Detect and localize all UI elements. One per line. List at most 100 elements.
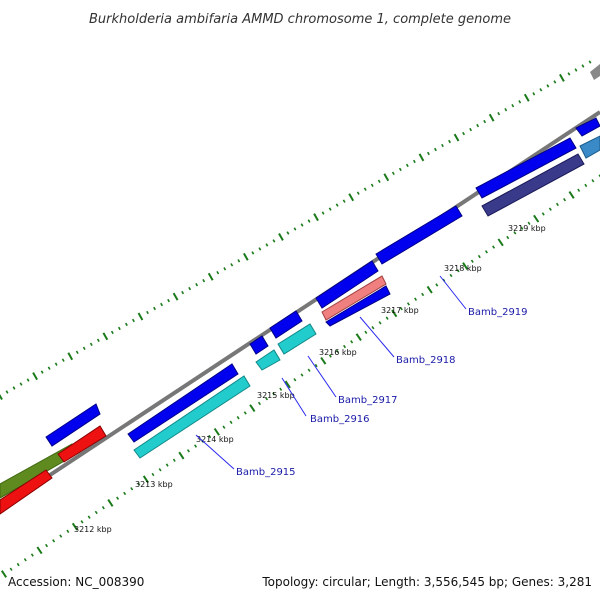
minor-tick (527, 221, 531, 226)
major-tick (249, 404, 256, 413)
minor-tick (391, 171, 395, 175)
minor-tick (123, 491, 127, 496)
minor-tick (370, 183, 374, 187)
major-tick (523, 93, 530, 102)
major-tick (426, 285, 433, 294)
gene-label-bamb-2916[interactable]: Bamb_2916 (310, 414, 370, 425)
minor-tick (160, 302, 163, 307)
minor-tick (546, 84, 550, 88)
gene-feature-cyan[interactable] (255, 349, 281, 371)
gene-label-leaders (195, 275, 467, 470)
minor-tick (94, 510, 98, 515)
major-tick (207, 272, 214, 281)
minor-tick (470, 259, 474, 263)
major-tick (172, 292, 179, 301)
gene-feature-blue[interactable] (375, 205, 463, 265)
leader-line (359, 316, 395, 358)
minor-tick (588, 60, 592, 64)
minor-tick (117, 326, 121, 331)
minor-tick (158, 468, 162, 472)
minor-tick (335, 203, 339, 207)
gene-label-bamb-2917[interactable]: Bamb_2917 (338, 395, 398, 406)
minor-tick (421, 292, 425, 297)
minor-tick (82, 346, 86, 350)
minor-tick (476, 123, 480, 128)
scale-label: 3217 kbp (381, 306, 419, 315)
minor-tick (9, 567, 13, 571)
minor-tick (47, 366, 51, 370)
minor-tick (26, 378, 30, 382)
minor-tick (116, 496, 120, 500)
minor-tick (54, 362, 58, 366)
accession-text: Accession: NC_008390 (8, 575, 144, 589)
minor-tick (567, 72, 571, 76)
gene-feature-blue[interactable] (269, 310, 303, 339)
scale-label: 3216 kbp (319, 348, 357, 357)
genome-summary-text: Topology: circular; Length: 3,556,545 bp… (261, 575, 592, 589)
minor-tick (208, 434, 212, 439)
minor-tick (343, 344, 347, 349)
gene-label-bamb-2919[interactable]: Bamb_2919 (468, 307, 528, 318)
gene-feature-blue-reverse[interactable] (325, 285, 391, 327)
leader-line (195, 434, 235, 470)
minor-tick (584, 183, 588, 188)
minor-tick (356, 191, 360, 195)
gene-feature-gray[interactable] (590, 64, 600, 80)
minor-tick (300, 373, 304, 377)
minor-tick (412, 159, 416, 164)
gene-feature-slate[interactable] (481, 153, 585, 217)
minor-tick (151, 472, 155, 477)
gene-feature-blue[interactable] (249, 335, 269, 355)
gene-feature-blue[interactable] (475, 137, 577, 199)
minor-tick (87, 515, 91, 519)
major-tick (462, 262, 469, 270)
major-tick (142, 475, 149, 484)
gene-feature-red[interactable] (0, 469, 53, 515)
minor-tick (286, 231, 290, 235)
outer-tick-ring (0, 60, 592, 400)
scale-label: 3214 kbp (196, 435, 234, 444)
major-tick (355, 333, 362, 341)
gene-feature-cyan[interactable] (277, 323, 317, 355)
minor-tick (61, 358, 65, 362)
minor-tick (165, 463, 169, 467)
minor-tick (539, 88, 543, 92)
minor-tick (492, 245, 496, 249)
gene-feature-cyan[interactable] (133, 375, 251, 459)
minor-tick (272, 392, 276, 396)
major-tick (497, 238, 504, 247)
gene-feature-salmon[interactable] (321, 275, 387, 321)
minor-tick (89, 342, 93, 346)
gene-feature-blue[interactable] (575, 117, 600, 137)
minor-tick (52, 539, 56, 543)
minor-tick (243, 411, 247, 415)
minor-tick (518, 100, 522, 104)
minor-tick (314, 363, 318, 368)
gene-feature-blue[interactable] (315, 260, 379, 309)
major-tick (67, 352, 74, 361)
minor-tick (125, 322, 128, 327)
minor-tick (130, 487, 134, 491)
scale-labels: 3212 kbp 3213 kbp 3214 kbp 3215 kbp 3216… (74, 224, 546, 534)
gene-label-bamb-2915[interactable]: Bamb_2915 (236, 467, 296, 478)
minor-tick (195, 283, 199, 287)
gene-label-bamb-2918[interactable]: Bamb_2918 (396, 355, 456, 366)
gene-feature-steel[interactable] (579, 135, 600, 159)
minor-tick (222, 425, 226, 429)
minor-tick (172, 458, 176, 462)
minor-tick (153, 306, 156, 311)
minor-tick (441, 143, 444, 148)
gene-feature-blue[interactable] (127, 363, 239, 443)
gene-feature-red[interactable] (57, 425, 107, 463)
minor-tick (12, 386, 16, 390)
major-tick (559, 73, 565, 82)
minor-tick (236, 415, 240, 420)
gene-feature-blue[interactable] (45, 403, 101, 447)
minor-tick (101, 505, 105, 510)
minor-tick (132, 318, 135, 323)
minor-tick (406, 302, 410, 306)
minor-tick (581, 64, 585, 68)
minor-tick (483, 119, 487, 124)
minor-tick (40, 370, 44, 374)
